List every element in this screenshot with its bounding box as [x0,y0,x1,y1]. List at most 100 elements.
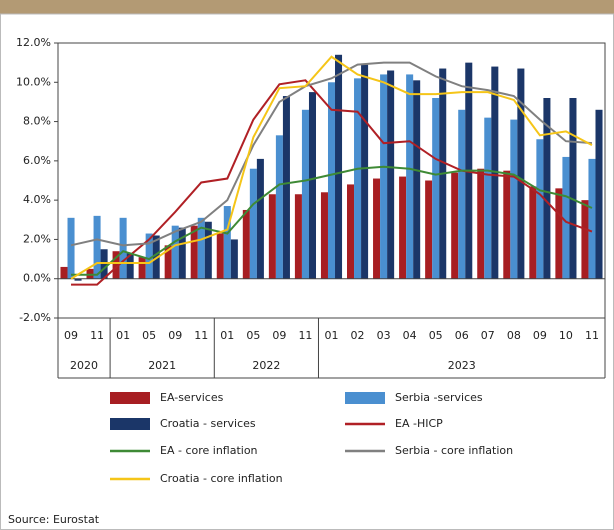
x-tick-label: 05 [142,329,156,342]
bar [543,98,551,279]
y-tick-label: 0.0% [23,272,51,285]
legend-label: EA - core inflation [160,444,258,457]
bar [484,117,492,279]
x-tick-label: 09 [64,329,78,342]
y-tick-label: 6.0% [23,154,51,167]
year-label: 2020 [70,359,98,372]
bar [93,215,101,279]
year-label: 2022 [252,359,280,372]
line [71,79,593,286]
bar [529,186,537,279]
bar [327,82,336,279]
source: Source: Eurostat [8,513,100,526]
bar [308,92,317,279]
bar [282,96,290,279]
bar [451,172,459,279]
x-tick-label: 11 [585,329,599,342]
legend-label: EA -HICP [395,417,443,430]
legend-label: Serbia -services [395,391,483,404]
plot-frame [57,42,606,319]
bar [242,209,250,279]
legend-swatch [345,392,385,404]
bar [562,156,570,279]
x-tick-label: 11 [298,329,312,342]
bar [145,233,153,279]
x-tick-label: 09 [272,329,286,342]
bar [517,68,525,279]
bar [503,170,511,279]
legend-swatch [110,418,150,430]
y-tick-label: 12.0% [16,36,51,49]
bar [60,266,68,279]
legend-label: EA-services [160,391,224,404]
x-tick-label: 01 [116,329,130,342]
bar [380,74,388,279]
bar [354,78,362,279]
line [70,61,593,247]
x-tick-label: 03 [377,329,391,342]
bar [119,217,127,279]
bar [536,139,544,279]
bar [126,253,134,279]
x-tick-label: 05 [246,329,260,342]
bar [256,158,264,279]
x-tick-label: 10 [559,329,573,342]
bar [171,225,179,279]
x-tick-label: 07 [481,329,495,342]
bar [294,194,302,279]
bar [346,184,355,279]
bar [138,257,146,279]
bar [301,109,309,279]
line [71,165,593,276]
y-tick-label: -2.0% [19,311,51,324]
bar [555,188,563,279]
bar [458,109,466,279]
bar [275,135,283,279]
x-tick-label: 09 [168,329,182,342]
x-tick-label: 11 [194,329,208,342]
bar [373,178,381,279]
bar [413,80,421,279]
x-tick-label: 04 [403,329,417,342]
bar [425,180,433,279]
bar [190,225,198,279]
bar [164,245,172,279]
bar [320,192,328,279]
bar [178,227,186,279]
y-tick-label: 8.0% [23,115,51,128]
bar [74,278,82,281]
x-tick-label: 08 [507,329,521,342]
bar [510,119,518,279]
bar [268,194,276,279]
bar [204,221,212,279]
bar [595,109,603,279]
y-tick-label: 2.0% [23,232,51,245]
legend-swatch [110,392,150,404]
x-tick-label: 05 [429,329,443,342]
y-tick-label: 4.0% [23,193,51,206]
bar [581,200,589,279]
bar [112,251,120,279]
bar [230,239,238,279]
bar [216,233,224,279]
legend-label: Croatia - core inflation [160,472,283,485]
x-tick-label: 11 [90,329,104,342]
bar [569,98,577,279]
bar [399,176,407,279]
year-label: 2021 [148,359,176,372]
legend-label: Croatia - services [160,417,256,430]
bar [477,168,485,279]
x-tick-label: 09 [533,329,547,342]
x-tick-label: 06 [455,329,469,342]
header-band [0,0,614,14]
bar [588,158,596,279]
bar [223,206,231,279]
bar [335,54,343,279]
y-tick-label: 10.0% [16,75,51,88]
x-tick-label: 01 [325,329,339,342]
bar [406,74,414,279]
bar [387,70,395,279]
bar [361,64,369,279]
